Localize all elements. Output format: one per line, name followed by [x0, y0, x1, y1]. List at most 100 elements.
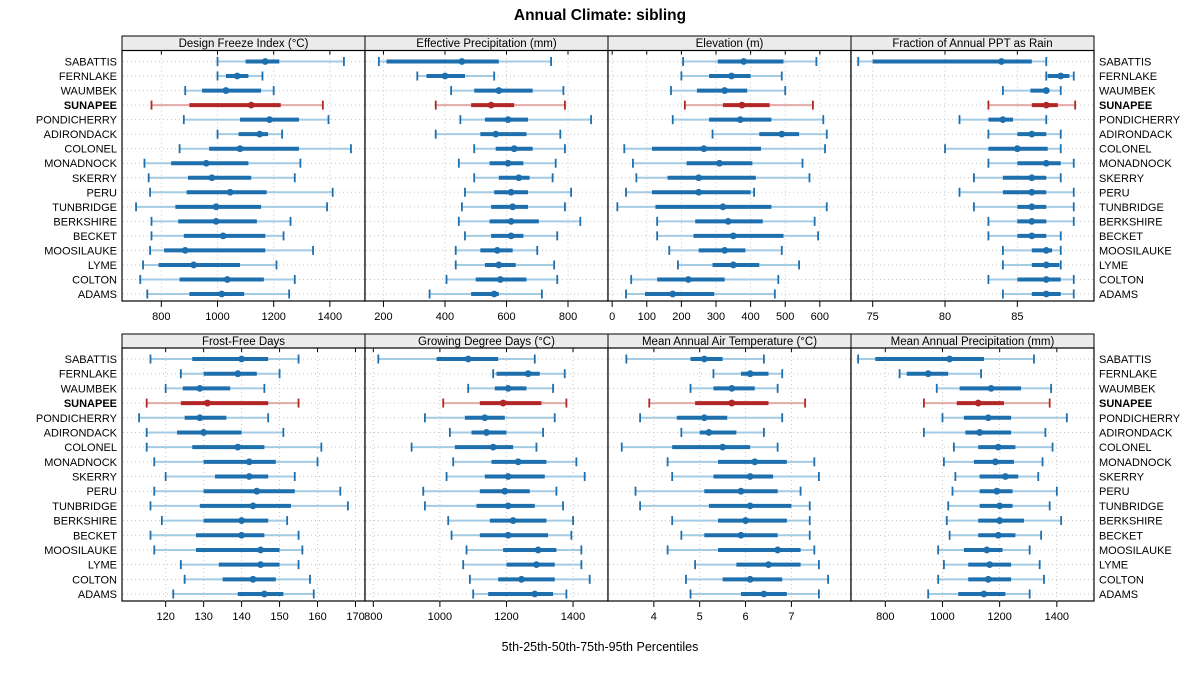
median-dot: [245, 458, 253, 466]
axis-tick-label: 400: [436, 311, 454, 323]
percentile-row-becket: [609, 231, 850, 241]
percentile-row-berkshire: [852, 216, 1093, 226]
median-dot: [245, 473, 253, 480]
percentile-row-becket: [366, 231, 607, 241]
panel-elevation-m: Elevation (m) 0 100 200 300 400 500 600: [607, 35, 852, 323]
axis-tick-label: 6: [742, 611, 748, 623]
percentile-row-sunapee: [852, 398, 1093, 408]
median-dot: [208, 174, 216, 182]
site-label-right: TUNBRIDGE: [1099, 501, 1164, 513]
axis-tick-label: 200: [672, 311, 690, 323]
median-dot: [1028, 232, 1036, 240]
site-label-left: SKERRY: [72, 472, 118, 484]
percentile-row-sunapee: [609, 398, 850, 408]
median-dot: [266, 116, 273, 124]
site-label-right: COLTON: [1099, 274, 1144, 286]
percentile-row-lyme: [123, 560, 364, 570]
median-dot: [257, 546, 264, 554]
median-dot: [226, 188, 234, 196]
percentile-row-lyme: [852, 560, 1093, 570]
percentile-row-lyme: [609, 260, 850, 270]
median-dot: [984, 575, 992, 583]
percentile-row-berkshire: [852, 516, 1093, 526]
axis-tick-label: 1400: [318, 311, 342, 323]
percentile-row-sunapee: [123, 100, 364, 110]
percentile-row-fernlake: [852, 369, 1093, 379]
median-dot: [200, 429, 208, 436]
percentile-row-tunbridge: [609, 501, 850, 511]
median-dot: [728, 384, 736, 392]
median-dot: [253, 487, 261, 495]
median-dot: [669, 290, 677, 298]
percentile-row-adirondack: [123, 427, 364, 437]
percentile-row-fernlake: [123, 71, 364, 81]
percentile-row-lyme: [852, 260, 1093, 270]
percentile-row-sabattis: [609, 57, 850, 66]
axis-tick-label: 7: [788, 611, 794, 623]
site-label-left: MOOSILAUKE: [44, 245, 117, 257]
median-dot: [1042, 101, 1050, 109]
median-dot: [481, 414, 489, 422]
percentile-row-monadnock: [366, 457, 607, 467]
percentile-row-tunbridge: [852, 501, 1093, 511]
median-dot: [700, 145, 708, 153]
site-label-right: BERKSHIRE: [1099, 516, 1163, 528]
median-dot: [760, 590, 768, 598]
percentile-row-pondicherry: [366, 413, 607, 423]
median-dot: [504, 531, 512, 539]
site-label-right: BERKSHIRE: [1099, 216, 1163, 228]
percentile-row-skerry: [609, 173, 850, 183]
median-dot: [238, 531, 246, 539]
median-dot: [1001, 473, 1009, 480]
percentile-row-colonel: [366, 442, 607, 452]
site-label-right: PERU: [1099, 187, 1130, 199]
percentile-row-sunapee: [366, 398, 607, 408]
axis-tick-label: 600: [497, 311, 515, 323]
median-dot: [1028, 174, 1036, 182]
percentile-row-monadnock: [123, 457, 364, 467]
median-dot: [976, 429, 984, 436]
median-dot: [249, 502, 257, 510]
site-label-left: ADIRONDACK: [44, 427, 118, 439]
median-dot: [496, 276, 504, 283]
median-dot: [196, 384, 204, 392]
site-label-right: LYME: [1099, 560, 1128, 572]
median-dot: [746, 370, 754, 378]
percentile-row-peru: [609, 187, 850, 197]
panel-design-freeze-index-c: Design Freeze Index (°C) 800 1000 1200 1400 S…: [36, 35, 366, 323]
percentile-row-pondicherry: [609, 413, 850, 423]
panel-area: Design Freeze Index (°C)800 1000 1200 1400S…: [36, 35, 1181, 623]
axis-tick-label: 800: [876, 611, 894, 623]
percentile-row-peru: [366, 187, 607, 197]
chart-title: Annual Climate: sibling: [514, 7, 686, 24]
percentile-row-fernlake: [123, 369, 364, 379]
site-label-left: PERU: [86, 486, 117, 498]
percentile-row-lyme: [366, 260, 607, 270]
site-label-left: LYME: [88, 260, 117, 272]
median-dot: [946, 355, 954, 363]
strip-label: Mean Annual Air Temperature (°C): [642, 336, 817, 348]
median-dot: [728, 399, 736, 407]
median-dot: [716, 159, 723, 167]
axis-tick-label: 130: [194, 611, 212, 623]
axis-tick-label: 150: [270, 611, 288, 623]
site-label-left: TUNBRIDGE: [52, 501, 117, 513]
median-dot: [765, 561, 772, 569]
axis-tick-label: 120: [156, 611, 174, 623]
median-dot: [1042, 261, 1050, 269]
median-dot: [737, 487, 745, 495]
median-dot: [509, 203, 517, 211]
axis-tick-label: 1000: [930, 611, 954, 623]
site-label-left: SKERRY: [72, 173, 118, 185]
axis-tick-label: 800: [364, 611, 382, 623]
median-dot: [490, 290, 498, 298]
site-label-left: MOOSILAUKE: [44, 545, 117, 557]
median-dot: [983, 546, 991, 554]
median-dot: [751, 458, 759, 466]
median-dot: [996, 517, 1004, 524]
axis-tick-label: 1400: [561, 611, 585, 623]
strip-label: Fraction of Annual PPT as Rain: [892, 38, 1052, 50]
axis-tick-label: 170: [346, 611, 364, 623]
percentile-row-colton: [123, 274, 364, 284]
